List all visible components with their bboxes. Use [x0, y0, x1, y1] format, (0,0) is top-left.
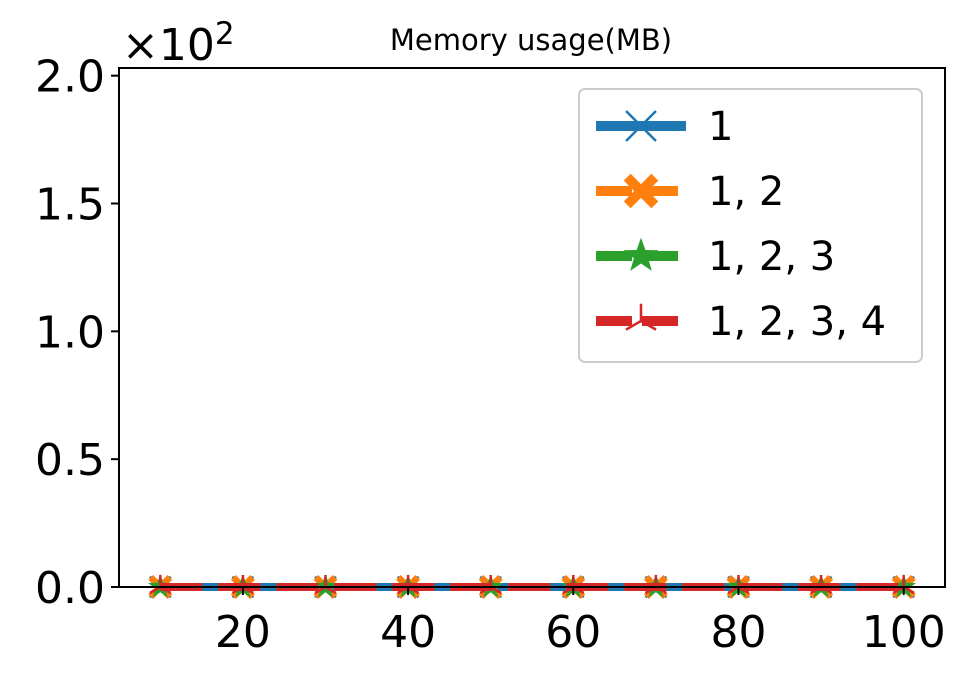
y-axis-offset-label: ×102 — [122, 16, 235, 71]
x-tick-label: 60 — [545, 607, 601, 658]
legend-entry-3: 1, 2, 3 — [596, 234, 835, 280]
y-tick-label: 0.0 — [35, 563, 105, 614]
legend-label: 1, 2 — [708, 169, 784, 215]
legend-marker — [625, 303, 657, 331]
legend-box — [578, 88, 923, 363]
y-axis-offset-exponent: 2 — [215, 16, 235, 52]
y-tick-label: 0.5 — [35, 435, 105, 486]
x-tick-label: 20 — [215, 607, 271, 658]
legend-entry-4: 1, 2, 3, 4 — [596, 299, 886, 345]
legend-entry-2: 1, 2 — [596, 169, 784, 215]
y-axis: 0.0 0.5 1.0 1.5 2.0 — [35, 52, 119, 614]
x-tick-label: 40 — [380, 607, 436, 658]
y-tick-label: 1.0 — [35, 307, 105, 358]
y-tick-label: 2.0 — [35, 52, 105, 103]
legend-label: 1, 2, 3 — [708, 234, 835, 280]
x-axis: 20 40 60 80 100 — [215, 587, 946, 658]
legend-marker — [623, 237, 659, 271]
legend-marker — [625, 110, 657, 142]
chart-title: Memory usage(MB) — [390, 23, 672, 57]
legend-marker — [623, 173, 659, 209]
legend-label: 1, 2, 3, 4 — [708, 299, 886, 345]
legend-label: 1 — [708, 104, 733, 150]
y-tick-label: 1.5 — [35, 180, 105, 231]
x-tick-label: 100 — [862, 607, 946, 658]
y-axis-offset-base: ×10 — [122, 20, 215, 71]
x-tick-label: 80 — [711, 607, 767, 658]
legend: 1 1, 2 1, 2, 3 1, 2, 3, 4 — [578, 88, 923, 363]
legend-entry-1: 1 — [596, 104, 733, 150]
plot-frame — [118, 67, 946, 588]
